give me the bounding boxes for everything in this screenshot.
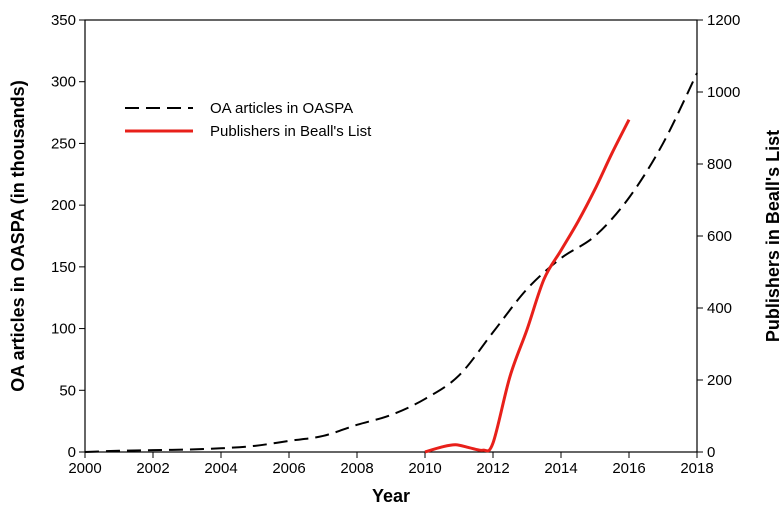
y-left-tick-label: 350: [51, 12, 76, 29]
y-left-tick-label: 50: [59, 382, 76, 399]
right-axis: 0 200 400 600 800 1000 1200: [697, 12, 740, 461]
y-right-tick-label: 800: [707, 156, 732, 173]
y-left-tick-label: 100: [51, 321, 76, 338]
y-left-tick-label: 250: [51, 135, 76, 152]
x-tick-label: 2004: [204, 460, 237, 477]
x-tick-label: 2006: [272, 460, 305, 477]
x-tick-label: 2010: [408, 460, 441, 477]
y-left-tick-label: 150: [51, 259, 76, 276]
series-line-oa-articles: [84, 72, 698, 453]
x-tick-label: 2014: [544, 460, 577, 477]
plot-frame: [84, 19, 698, 453]
legend-label-bealls-list: Publishers in Beall's List: [210, 123, 372, 140]
x-tick-label: 2018: [680, 460, 713, 477]
y-right-tick-label: 1000: [707, 84, 740, 101]
legend-label-oa-articles: OA articles in OASPA: [210, 100, 353, 117]
y-right-tick-label: 0: [707, 444, 715, 461]
y-right-tick-label: 400: [707, 300, 732, 317]
y-right-tick-label: 200: [707, 372, 732, 389]
y-left-tick-label: 300: [51, 74, 76, 91]
series-layer: [84, 72, 698, 454]
x-tick-label: 2000: [68, 460, 101, 477]
y-axis-left-title: OA articles in OASPA (in thousands): [8, 80, 28, 391]
x-tick-label: 2002: [136, 460, 169, 477]
x-axis: 2000 2002 2004 2006 2008 2010 2012 2014 2016 2018: [68, 452, 714, 477]
series-line-bealls-list: [424, 119, 631, 454]
y-axis-right-title: Publishers in Beall's List: [763, 130, 783, 342]
x-tick-label: 2012: [476, 460, 509, 477]
x-tick-label: 2016: [612, 460, 645, 477]
x-tick-label: 2008: [340, 460, 373, 477]
y-left-tick-label: 0: [68, 444, 76, 461]
y-left-tick-label: 200: [51, 197, 76, 214]
y-right-tick-label: 600: [707, 228, 732, 245]
x-axis-title: Year: [372, 486, 410, 506]
y-right-tick-label: 1200: [707, 12, 740, 29]
left-axis: 0 50 100 150 200 250 300 350: [51, 12, 85, 461]
legend: OA articles in OASPA Publishers in Beall…: [125, 100, 372, 140]
